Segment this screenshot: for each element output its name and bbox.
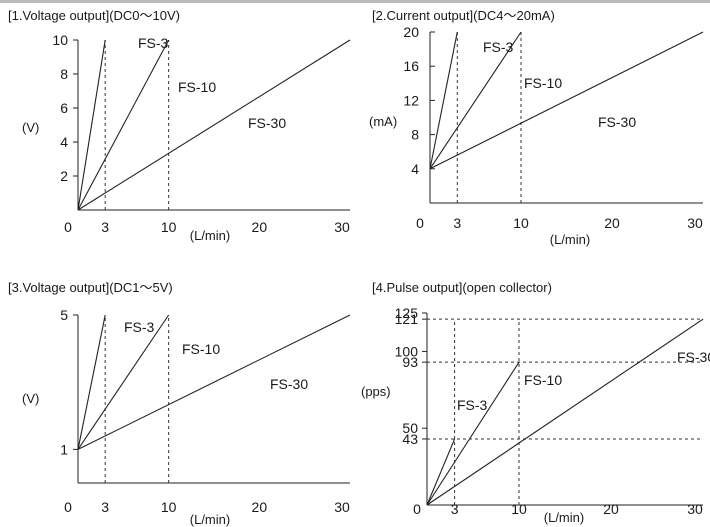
x-tick-label-10-3: 10 — [161, 499, 177, 515]
y-tick-label-93-4: 93 — [402, 354, 418, 370]
x-tick-label-3-1: 3 — [101, 219, 109, 235]
x-tick-label-0-4: 0 — [413, 501, 421, 517]
y-tick-label-10-1: 10 — [52, 32, 68, 48]
series-line-fs-3-4 — [426, 438, 456, 506]
series-line-fs-30-2 — [429, 31, 704, 170]
x-tick-label-0-2: 0 — [416, 215, 424, 231]
y-tick-label-4-2: 4 — [411, 161, 419, 177]
chart-panel-4: [4.Pulse output](open collector)43509310… — [361, 280, 710, 525]
x-axis-label-1: (L/min) — [190, 228, 230, 243]
chart-panel-1: [1.Voltage output](DC0～10V) 2 4 6 8 10 0 3 10 20 3… — [8, 8, 351, 243]
chart-panel-3: [3.Voltage output](DC1～5V) 1 5 0 3 10 20 30 (V) (… — [8, 280, 351, 527]
x-tick-label-10-4: 10 — [511, 501, 527, 517]
y-tick-label-100-4: 100 — [395, 343, 419, 359]
x-axis-label-2: (L/min) — [550, 232, 590, 247]
series-label-fs-3-4: FS-3 — [457, 397, 488, 413]
y-axis-label-1: (V) — [22, 120, 39, 135]
series-label-fs-3-2: FS-3 — [483, 39, 514, 55]
x-tick-label-3-2: 3 — [453, 215, 461, 231]
series-label-fs-30-4: FS-30 — [677, 349, 710, 365]
series-line-fs-10-4 — [426, 361, 520, 506]
y-tick-label-16-2: 16 — [403, 58, 419, 74]
y-tick-label-8-1: 8 — [60, 66, 68, 82]
series-label-fs-30-3: FS-30 — [270, 376, 308, 392]
series-label-fs-3-1: FS-3 — [138, 35, 169, 51]
series-label-fs-10-4: FS-10 — [524, 372, 562, 388]
series-line-fs-3-2 — [429, 31, 458, 169]
chart-title-4: [4.Pulse output](open collector) — [372, 280, 552, 295]
y-tick-label-6-1: 6 — [60, 100, 68, 116]
y-tick-label-12-2: 12 — [403, 92, 419, 108]
x-tick-label-30-1: 30 — [334, 219, 350, 235]
x-tick-label-20-3: 20 — [252, 499, 268, 515]
x-tick-label-3-4: 3 — [451, 501, 459, 517]
x-tick-label-20-1: 20 — [252, 219, 268, 235]
y-tick-label-50-4: 50 — [402, 420, 418, 436]
series-label-fs-3-3: FS-3 — [124, 319, 155, 335]
y-tick-label-8-2: 8 — [411, 127, 419, 143]
x-tick-label-30-2: 30 — [687, 215, 703, 231]
series-label-fs-10-1: FS-10 — [178, 79, 216, 95]
x-tick-label-0-3: 0 — [64, 499, 72, 515]
series-line-fs-10-2 — [429, 31, 522, 170]
y-axis-label-3: (V) — [22, 391, 39, 406]
x-tick-label-0-1: 0 — [64, 219, 72, 235]
x-tick-label-30-4: 30 — [687, 501, 703, 517]
series-label-fs-10-2: FS-10 — [524, 75, 562, 91]
chart-title-2: [2.Current output](DC4～20mA) — [372, 8, 555, 23]
chart-panel-2: [2.Current output](DC4～20mA) 4 8 12 16 20 0 3 10… — [369, 8, 704, 247]
series-label-fs-30-2: FS-30 — [598, 114, 636, 130]
series-line-fs-30-4 — [426, 318, 704, 506]
x-axis-label-4: (L/min) — [544, 510, 584, 525]
series-line-fs-3-1 — [77, 39, 106, 211]
y-tick-label-43-4: 43 — [402, 431, 418, 447]
x-tick-label-30-3: 30 — [334, 499, 350, 515]
y-axis-label-4: (pps) — [361, 384, 391, 399]
x-tick-label-20-4: 20 — [603, 501, 619, 517]
y-tick-label-4-1: 4 — [60, 134, 68, 150]
x-tick-label-3-3: 3 — [101, 499, 109, 515]
y-tick-label-125-4: 125 — [395, 305, 419, 321]
y-axis-label-2: (mA) — [369, 114, 397, 129]
x-tick-label-10-1: 10 — [161, 219, 177, 235]
y-tick-label-5-3: 5 — [60, 307, 68, 323]
x-tick-label-10-2: 10 — [513, 215, 529, 231]
y-tick-label-20-2: 20 — [403, 24, 419, 40]
chart-title-3: [3.Voltage output](DC1～5V) — [8, 280, 173, 295]
x-axis-label-3: (L/min) — [190, 512, 230, 527]
series-line-fs-3-3 — [77, 314, 106, 450]
y-tick-label-121-4: 121 — [395, 311, 419, 327]
top-divider — [0, 0, 710, 3]
series-line-fs-30-1 — [77, 39, 351, 211]
series-label-fs-10-3: FS-10 — [182, 341, 220, 357]
series-line-fs-10-1 — [77, 39, 170, 211]
series-label-fs-30-1: FS-30 — [248, 115, 286, 131]
series-line-fs-10-3 — [77, 314, 170, 450]
chart-title-1: [1.Voltage output](DC0～10V) — [8, 8, 180, 23]
series-line-fs-30-3 — [77, 314, 351, 450]
x-tick-label-20-2: 20 — [604, 215, 620, 231]
y-tick-label-2-1: 2 — [60, 168, 68, 184]
y-tick-label-1-3: 1 — [60, 441, 68, 457]
